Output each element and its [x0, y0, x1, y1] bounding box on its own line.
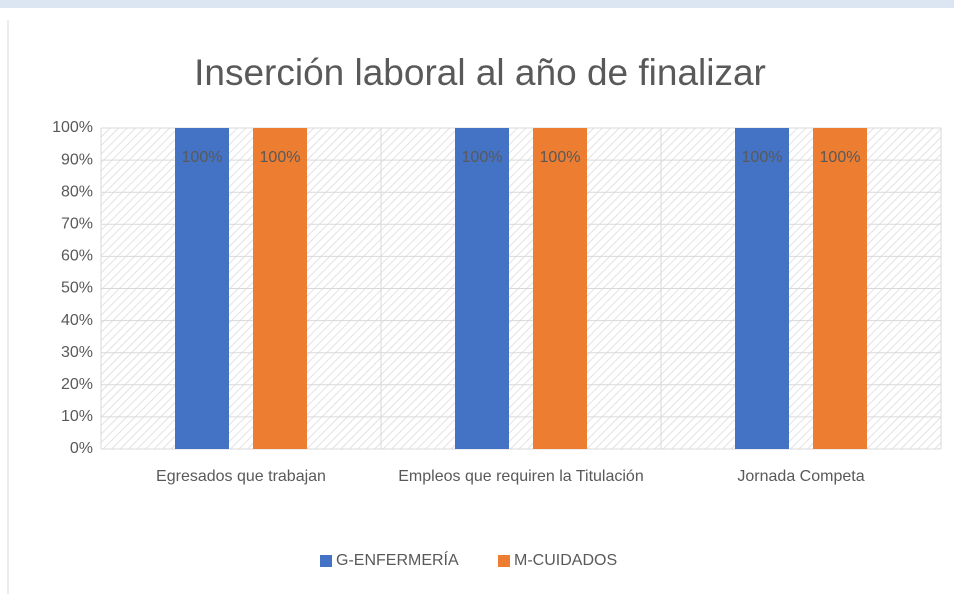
y-tick-label: 30%: [61, 344, 93, 361]
data-label: 100%: [540, 149, 581, 166]
y-tick-label: 20%: [61, 376, 93, 393]
bar: [813, 128, 867, 449]
legend-label: M-CUIDADOS: [514, 552, 617, 569]
y-tick-label: 50%: [61, 280, 93, 297]
y-tick-label: 90%: [61, 151, 93, 168]
y-tick-label: 10%: [61, 408, 93, 425]
y-tick-label: 60%: [61, 248, 93, 265]
x-tick-label: Egresados que trabajan: [156, 468, 326, 485]
chart-title: Inserción laboral al año de finalizar: [194, 52, 766, 93]
y-tick-label: 40%: [61, 312, 93, 329]
data-label: 100%: [182, 149, 223, 166]
data-label: 100%: [742, 149, 783, 166]
x-tick-label: Jornada Competa: [737, 468, 865, 485]
bar: [455, 128, 509, 449]
bar: [175, 128, 229, 449]
data-label: 100%: [462, 149, 503, 166]
bar: [253, 128, 307, 449]
y-tick-label: 70%: [61, 216, 93, 233]
data-label: 100%: [260, 149, 301, 166]
legend-swatch: [320, 555, 332, 567]
x-tick-label: Empleos que requiren la Titulación: [398, 468, 644, 485]
y-tick-label: 100%: [52, 119, 93, 136]
data-label: 100%: [820, 149, 861, 166]
legend-label: G-ENFERMERÍA: [336, 550, 459, 569]
bar: [533, 128, 587, 449]
y-tick-label: 0%: [70, 440, 93, 457]
y-tick-label: 80%: [61, 183, 93, 200]
top-strip: [0, 0, 954, 8]
bar: [735, 128, 789, 449]
legend-swatch: [498, 555, 510, 567]
